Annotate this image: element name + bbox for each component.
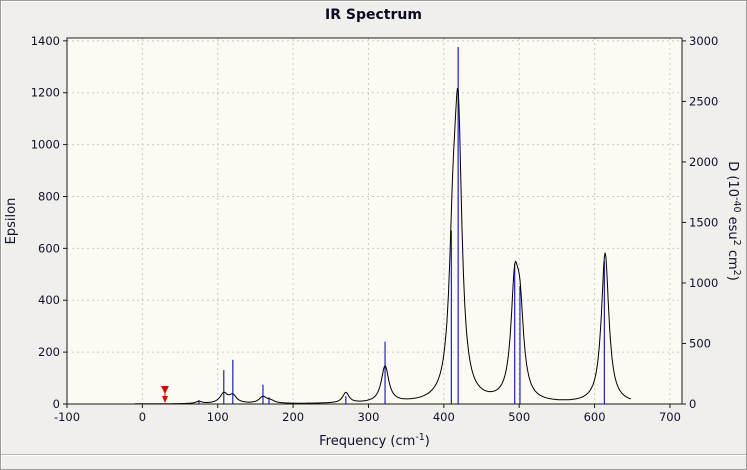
statusbar-divider [1,454,746,456]
x-tick-label: 700 [659,410,681,424]
y-right-tick-label: 500 [689,336,711,350]
y-left-tick-label: 1000 [31,138,60,152]
x-axis: -100 0 100 200 300 400 500 600 700 [54,404,681,424]
y-left-axis-title: Epsilon [4,198,19,245]
gridlines [67,38,682,404]
x-tick-label: 0 [139,410,146,424]
x-tick-label: 200 [282,410,304,424]
plot-area[interactable] [67,38,682,404]
y-right-tick-label: 0 [689,397,696,411]
y-left-axis: 0 200 400 600 800 1000 1200 1400 [31,34,67,411]
x-tick-label: 500 [508,410,530,424]
y-left-tick-label: 1400 [31,34,60,48]
y-left-tick-label: 600 [38,241,60,255]
x-tick-label: 300 [357,410,379,424]
cursor-marker[interactable] [160,386,169,403]
x-tick-label: -100 [54,410,80,424]
y-left-tick-label: 800 [38,189,60,203]
y-right-tick-label: 1000 [689,276,718,290]
y-right-axis: 0 500 1000 1500 2000 2500 3000 [682,34,718,411]
y-right-tick-label: 3000 [689,34,718,48]
y-right-tick-label: 2000 [689,155,718,169]
y-right-tick-label: 1500 [689,215,718,229]
plot-frame [66,37,683,405]
y-left-tick-label: 200 [38,345,60,359]
y-left-tick-label: 1200 [31,86,60,100]
x-axis-title: Frequency (cm-1) [319,432,430,449]
chart-title: IR Spectrum [325,7,422,23]
x-tick-label: 100 [207,410,229,424]
spectrum-curve [134,87,631,405]
y-left-tick-label: 0 [53,397,60,411]
x-tick-label: 400 [433,410,455,424]
x-tick-label: 600 [584,410,606,424]
y-left-tick-label: 400 [38,293,60,307]
intensity-sticks [198,46,605,404]
y-right-axis-title: D (10-40 esu2 cm2) [725,161,742,281]
y-right-tick-label: 2500 [689,94,718,108]
